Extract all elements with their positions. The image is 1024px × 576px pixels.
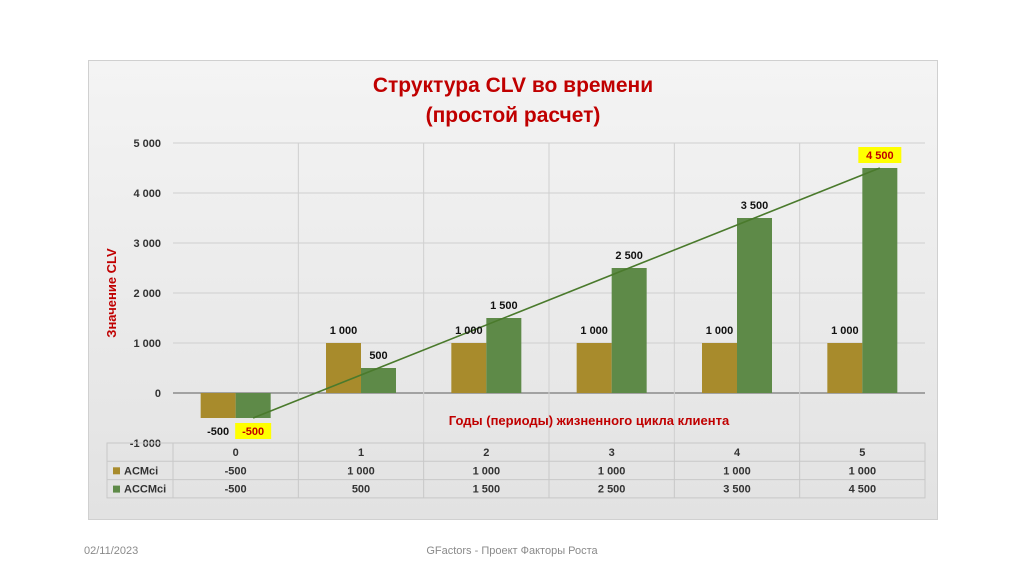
bar-accmci-4 <box>737 218 772 393</box>
y-axis-title: Значение CLV <box>104 248 119 338</box>
table-cell-acmci: 1 000 <box>347 465 375 477</box>
bar-accmci-3 <box>611 268 647 393</box>
table-cell-accmci: 4 500 <box>849 484 877 496</box>
data-label-acmci-5: 1 000 <box>831 325 859 337</box>
data-label-accmci-2: 1 500 <box>490 300 518 312</box>
y-tick-label: 1 000 <box>133 338 161 350</box>
chart-title-line-2: (простой расчет) <box>426 104 601 127</box>
table-cell-accmci: -500 <box>225 484 247 496</box>
table-cell-acmci: 1 000 <box>723 465 751 477</box>
x-axis-title: Годы (периоды) жизненного цикла клиента <box>449 413 730 428</box>
table-cell-accmci: 2 500 <box>598 484 626 496</box>
bar-acmci-1 <box>326 343 361 393</box>
y-tick-label: 0 <box>155 388 161 400</box>
data-label-acmci-2: 1 000 <box>455 325 483 337</box>
data-label-highlight-0 <box>235 423 272 439</box>
bar-acmci-5 <box>827 343 863 393</box>
legend-label-acmci: ACMci <box>124 465 158 477</box>
bar-acmci-2 <box>451 343 487 393</box>
x-tick-label: 5 <box>859 447 865 459</box>
table-cell-accmci: 1 500 <box>473 484 501 496</box>
data-label-accmci-4: 3 500 <box>741 200 769 212</box>
legend-key-acmci <box>113 467 120 475</box>
x-tick-label: 1 <box>358 447 364 459</box>
table-cell-acmci: 1 000 <box>598 465 626 477</box>
chart-svg: Структура CLV во времени (простой расчет)… <box>104 74 926 499</box>
footer-date: 02/11/2023 <box>84 545 139 557</box>
x-tick-label: 2 <box>483 447 489 459</box>
chart-panel: Структура CLV во времени (простой расчет)… <box>88 60 938 520</box>
y-tick-label: 2 000 <box>133 288 161 300</box>
data-label-accmci-5: 4 500 <box>866 150 894 162</box>
data-label-accmci-1: 500 <box>369 350 387 362</box>
data-label-acmci-0: -500 <box>207 426 229 438</box>
data-label-highlight-5 <box>858 147 902 163</box>
trendline <box>252 167 881 419</box>
x-tick-label: 0 <box>233 447 239 459</box>
legend-label-accmci: ACCMci <box>124 484 166 496</box>
bar-acmci-3 <box>576 343 612 393</box>
data-label-accmci-0: -500 <box>242 426 264 438</box>
footer-center-text: GFactors - Проект Факторы Роста <box>426 545 598 557</box>
y-tick-label: 5 000 <box>133 138 161 150</box>
data-label-acmci-1: 1 000 <box>330 325 358 337</box>
table-cell-accmci: 3 500 <box>723 484 751 496</box>
data-label-acmci-3: 1 000 <box>580 325 608 337</box>
bar-acmci-4 <box>702 343 737 393</box>
data-label-acmci-4: 1 000 <box>706 325 734 337</box>
legend-key-accmci <box>113 485 120 493</box>
bar-accmci-2 <box>486 318 522 393</box>
data-label-accmci-3: 2 500 <box>615 250 643 262</box>
table-cell-acmci: 1 000 <box>849 465 877 477</box>
bar-accmci-0 <box>235 393 271 418</box>
y-tick-label: -1 000 <box>130 438 161 450</box>
bar-accmci-1 <box>361 368 396 393</box>
y-tick-label: 4 000 <box>133 188 161 200</box>
bar-accmci-5 <box>862 168 898 393</box>
table-cell-accmci: 500 <box>352 484 370 496</box>
y-tick-label: 3 000 <box>133 238 161 250</box>
x-tick-label: 4 <box>734 447 741 459</box>
table-cell-acmci: -500 <box>225 465 247 477</box>
x-tick-label: 3 <box>609 447 615 459</box>
table-cell-acmci: 1 000 <box>473 465 501 477</box>
chart-title-line-1: Структура CLV во времени <box>373 74 653 97</box>
bar-acmci-0 <box>200 393 236 418</box>
